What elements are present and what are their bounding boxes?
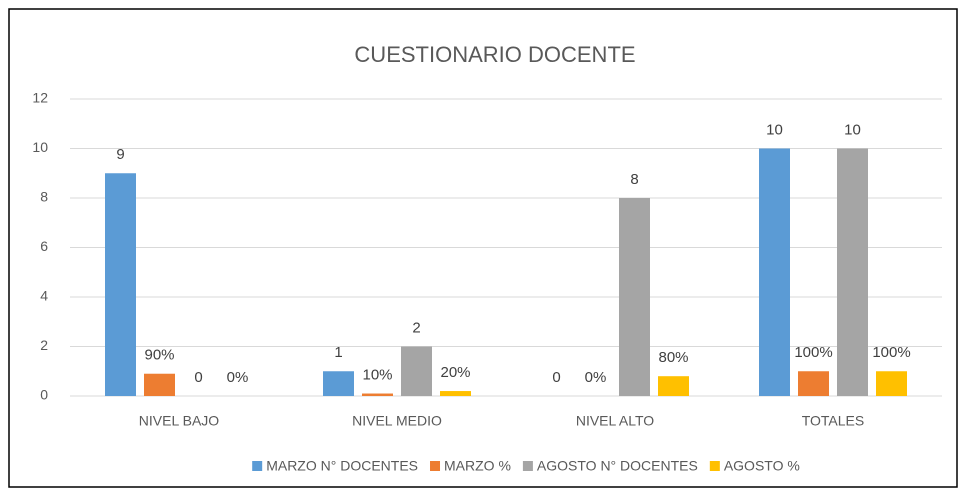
data-label: 1 bbox=[334, 344, 342, 361]
bar bbox=[837, 148, 868, 396]
legend-label: AGOSTO % bbox=[724, 458, 800, 474]
chart-title: CUESTIONARIO DOCENTE bbox=[354, 42, 635, 67]
data-label: 0% bbox=[227, 369, 249, 386]
data-label: 80% bbox=[658, 349, 688, 366]
y-tick-label: 2 bbox=[40, 337, 48, 353]
bar bbox=[105, 173, 136, 396]
x-tick-label: NIVEL ALTO bbox=[576, 413, 654, 429]
data-label: 10% bbox=[362, 366, 392, 383]
data-label: 0% bbox=[585, 369, 607, 386]
bar bbox=[323, 371, 354, 396]
bar bbox=[362, 393, 393, 396]
y-tick-label: 4 bbox=[40, 288, 48, 304]
legend-label: MARZO N° DOCENTES bbox=[266, 458, 418, 474]
data-label: 0 bbox=[194, 369, 202, 386]
y-tick-label: 0 bbox=[40, 387, 48, 403]
legend-swatch bbox=[709, 461, 720, 471]
x-tick-label: TOTALES bbox=[802, 413, 865, 429]
data-label: 100% bbox=[872, 344, 910, 361]
data-label: 2 bbox=[412, 319, 420, 336]
data-label: 20% bbox=[440, 364, 470, 381]
y-tick-label: 8 bbox=[40, 189, 48, 205]
y-tick-label: 12 bbox=[32, 90, 48, 106]
data-label: 8 bbox=[630, 171, 638, 188]
bar bbox=[144, 373, 175, 396]
legend-label: MARZO % bbox=[444, 458, 511, 474]
bar bbox=[876, 371, 907, 396]
legend-label: AGOSTO N° DOCENTES bbox=[537, 458, 698, 474]
bar bbox=[798, 371, 829, 396]
legend-swatch bbox=[522, 461, 533, 471]
bar bbox=[658, 376, 689, 396]
y-tick-label: 10 bbox=[32, 139, 48, 155]
data-label: 0 bbox=[552, 369, 560, 386]
bar bbox=[440, 391, 471, 396]
bar bbox=[619, 198, 650, 396]
x-tick-label: NIVEL MEDIO bbox=[352, 413, 442, 429]
data-label: 90% bbox=[144, 347, 174, 364]
bar bbox=[759, 148, 790, 396]
data-label: 10 bbox=[766, 121, 783, 138]
y-tick-label: 6 bbox=[40, 238, 48, 254]
data-label: 10 bbox=[844, 121, 861, 138]
legend-swatch bbox=[252, 461, 263, 471]
bar bbox=[401, 346, 432, 396]
x-tick-label: NIVEL BAJO bbox=[139, 413, 220, 429]
data-label: 9 bbox=[116, 146, 124, 163]
data-label: 100% bbox=[794, 344, 832, 361]
legend-swatch bbox=[430, 461, 441, 471]
